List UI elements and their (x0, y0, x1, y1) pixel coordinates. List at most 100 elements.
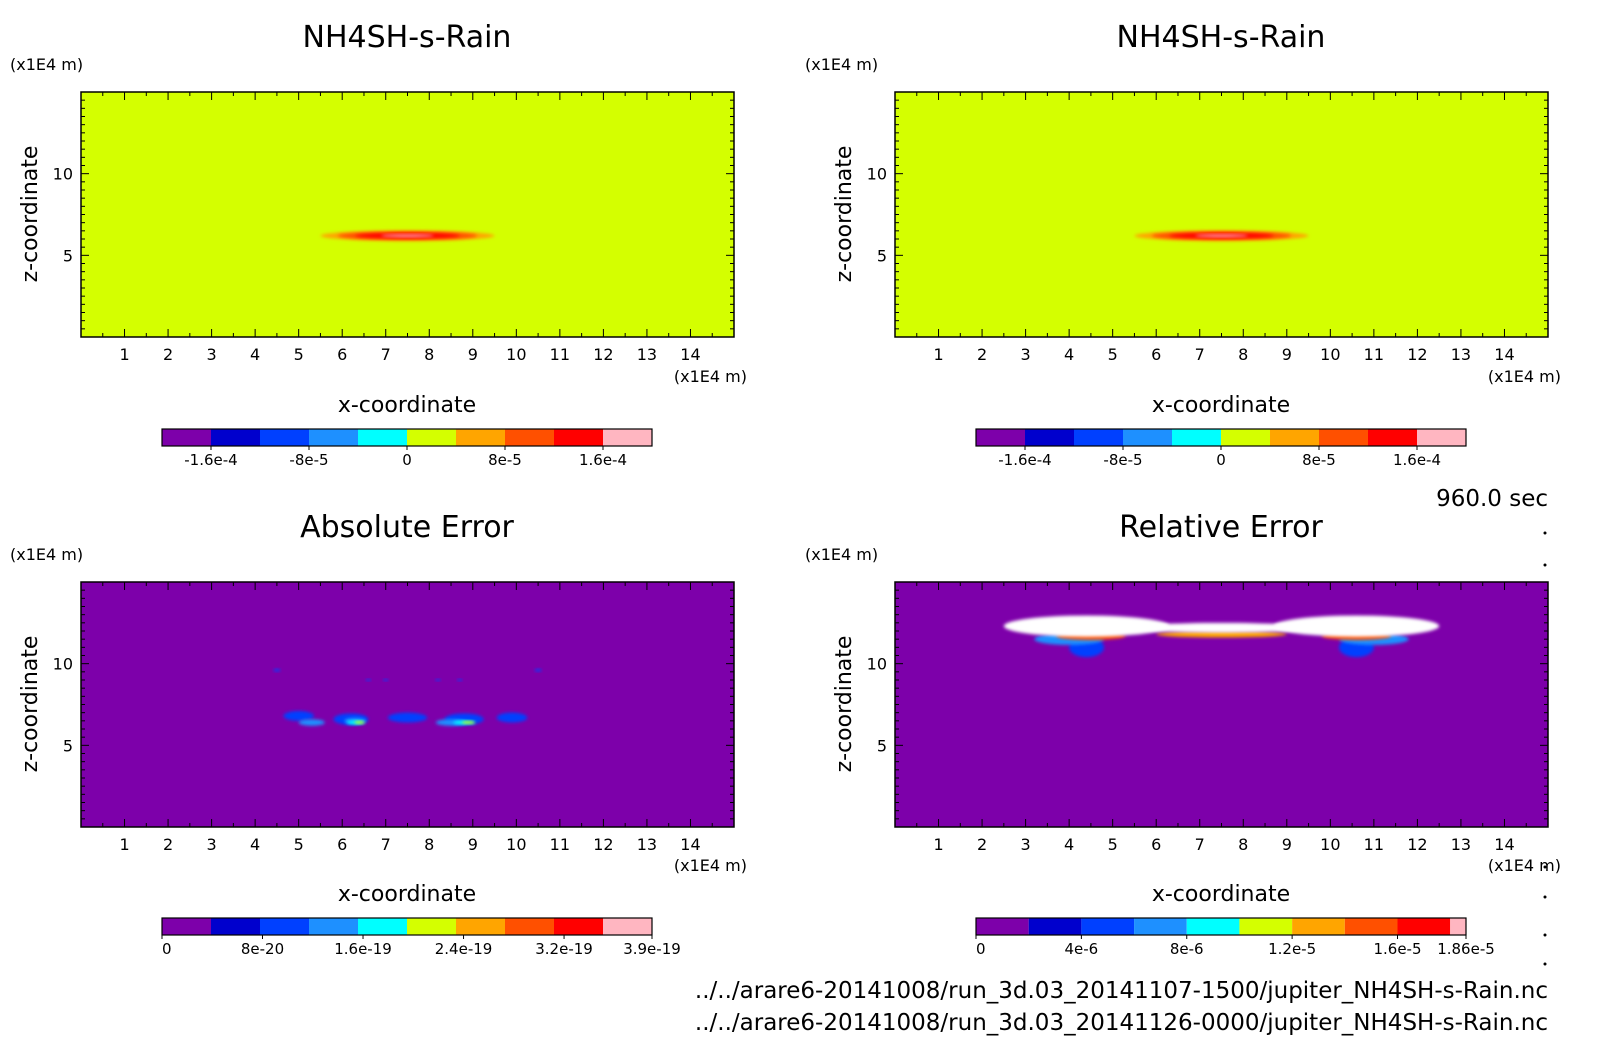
colorbar-swatch (211, 429, 260, 446)
colorbar-swatch (1028, 918, 1082, 935)
colorbar-label: 2.4e-19 (435, 940, 493, 958)
x-tick-label: 11 (550, 835, 570, 854)
x-tick-label: 1 (933, 835, 943, 854)
y-tick-label: 5 (63, 736, 73, 755)
colorbar: -1.6e-4 -8e-5 0 8e-5 1.6e-4 (975, 428, 1467, 469)
x-tick-label: 7 (1195, 345, 1205, 364)
y-axis-label: z-coordinate (18, 146, 43, 283)
x-tick-label: 12 (1407, 345, 1427, 364)
colorbar-label: 1.6e-4 (579, 451, 627, 469)
colorbar-swatch (1417, 429, 1466, 446)
panel-title: Absolute Error (300, 510, 514, 545)
colorbar: 0 8e-20 1.6e-19 2.4e-19 3.2e-19 3.9e-19 (161, 917, 681, 958)
y-tick-label: 5 (877, 246, 887, 265)
x-tick-label: 13 (1451, 345, 1471, 364)
x-tick-label: 6 (1151, 835, 1161, 854)
field-feature (461, 721, 475, 724)
x-tick-label: 9 (1282, 345, 1292, 364)
y-tick-label: 5 (877, 736, 887, 755)
x-unit-label: (x1E4 m) (1488, 856, 1561, 875)
colorbar-swatch (603, 918, 652, 935)
margin-dot (1543, 962, 1547, 966)
x-axis-label: x-coordinate (338, 882, 476, 907)
x-tick-label: 2 (163, 835, 173, 854)
colorbar-swatch (1186, 918, 1240, 935)
colorbar-label: 8e-6 (1170, 940, 1204, 958)
x-tick-label: 10 (1320, 345, 1340, 364)
field-feature (496, 712, 528, 723)
colorbar-label: 4e-6 (1065, 940, 1099, 958)
y-tick-label: 10 (867, 165, 887, 184)
colorbar-swatch (976, 429, 1025, 446)
colorbar-label: -1.6e-4 (184, 451, 237, 469)
x-tick-label: 7 (381, 345, 391, 364)
colorbar-swatch (1270, 429, 1319, 446)
colorbar-swatch (1344, 918, 1398, 935)
colorbar-frame (975, 917, 1467, 936)
colorbar-swatch (505, 918, 554, 935)
plot-background (81, 582, 734, 827)
colorbar-label: 8e-20 (241, 940, 284, 958)
x-tick-label: 14 (1494, 345, 1514, 364)
x-tick-label: 7 (1195, 835, 1205, 854)
y-unit-label: (x1E4 m) (10, 545, 83, 564)
colorbar-label: -8e-5 (1103, 451, 1142, 469)
field-feature (457, 679, 463, 681)
colorbar: 0 4e-6 8e-6 1.2e-5 1.6e-5 1.86e-5 (975, 917, 1495, 958)
y-axis-label: z-coordinate (832, 636, 857, 773)
panel-title: Relative Error (1119, 510, 1323, 545)
y-axis-label: z-coordinate (18, 636, 43, 773)
time-label: 960.0 sec (1436, 486, 1548, 512)
colorbar-label: 1.6e-4 (1393, 451, 1441, 469)
margin-dot (1543, 865, 1547, 869)
colorbar-label: 1.6e-5 (1373, 940, 1421, 958)
colorbar-swatch (976, 918, 1029, 935)
x-tick-label: 8 (1238, 345, 1248, 364)
x-tick-label: 14 (1494, 835, 1514, 854)
field-feature (283, 711, 314, 721)
colorbar-label: 0 (1216, 451, 1226, 469)
x-tick-label: 4 (250, 345, 260, 364)
panel-relative-error: Relative Error (x1E4 m) (x1E4 m) x-coord… (805, 510, 1561, 958)
x-tick-label: 2 (163, 345, 173, 364)
x-tick-label: 6 (337, 345, 347, 364)
y-tick-label: 10 (53, 655, 73, 674)
colorbar-label: 3.2e-19 (535, 940, 593, 958)
y-unit-label: (x1E4 m) (10, 55, 83, 74)
field-feature (1195, 234, 1248, 237)
x-tick-label: 4 (250, 835, 260, 854)
x-tick-label: 14 (680, 345, 700, 364)
y-unit-label: (x1E4 m) (805, 545, 878, 564)
colorbar-swatch (260, 429, 309, 446)
colorbar-swatch (162, 918, 211, 935)
colorbar-swatch (603, 429, 652, 446)
colorbar-label: 8e-5 (1302, 451, 1336, 469)
colorbar-label: 3.9e-19 (623, 940, 681, 958)
x-tick-label: 6 (1151, 345, 1161, 364)
colorbar-swatch (1221, 429, 1270, 446)
file-path-2: ../../arare6-20141008/run_3d.03_20141126… (695, 1010, 1548, 1036)
x-tick-label: 11 (550, 345, 570, 364)
x-unit-label: (x1E4 m) (674, 856, 747, 875)
x-tick-label: 1 (119, 835, 129, 854)
margin-dot (1543, 933, 1547, 937)
colorbar-swatch (1397, 918, 1451, 935)
field-feature (435, 679, 441, 681)
x-tick-label: 4 (1064, 835, 1074, 854)
y-unit-label: (x1E4 m) (805, 55, 878, 74)
panel-title: NH4SH-s-Rain (1117, 20, 1326, 55)
panel-nh4sh-right: NH4SH-s-Rain (x1E4 m) (x1E4 m) x-coordin… (805, 20, 1561, 469)
x-tick-label: 3 (1021, 345, 1031, 364)
y-tick-label: 10 (53, 165, 73, 184)
colorbar-swatch (554, 918, 603, 935)
y-tick-label: 10 (867, 655, 887, 674)
y-tick-label: 5 (63, 246, 73, 265)
colorbar-swatch (211, 918, 260, 935)
colorbar-swatch (309, 429, 358, 446)
colorbar-swatch (358, 429, 407, 446)
x-tick-label: 6 (337, 835, 347, 854)
x-tick-label: 14 (680, 835, 700, 854)
